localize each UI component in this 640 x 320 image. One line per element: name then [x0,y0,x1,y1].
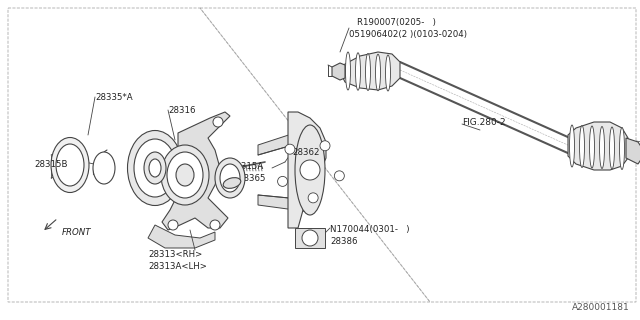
Circle shape [168,220,178,230]
Text: 28313A<LH>: 28313A<LH> [148,262,207,271]
Circle shape [308,193,318,203]
Ellipse shape [589,126,595,168]
Text: 28386: 28386 [330,237,358,246]
Ellipse shape [51,138,89,193]
Text: R190007(0205-   ): R190007(0205- ) [357,18,436,27]
Ellipse shape [385,55,390,91]
Text: 28362: 28362 [292,148,319,157]
Ellipse shape [346,52,351,90]
Polygon shape [568,122,628,170]
Polygon shape [148,225,215,248]
Text: 28335*A: 28335*A [95,93,132,102]
Ellipse shape [600,126,605,169]
Polygon shape [258,128,310,155]
Ellipse shape [620,127,625,170]
Ellipse shape [93,152,115,184]
Circle shape [213,117,223,127]
Polygon shape [288,112,326,228]
Text: 051906402(2 )(0103-0204): 051906402(2 )(0103-0204) [349,30,467,39]
Ellipse shape [355,53,360,90]
Polygon shape [340,52,400,90]
Ellipse shape [161,145,209,205]
Text: A280001181: A280001181 [572,303,630,312]
Circle shape [320,141,330,151]
Text: 28315B: 28315B [34,160,67,169]
Ellipse shape [223,178,241,188]
Polygon shape [332,63,345,80]
Ellipse shape [609,127,614,169]
Ellipse shape [220,164,240,192]
Polygon shape [626,138,640,164]
Ellipse shape [56,144,84,186]
Ellipse shape [134,139,176,197]
Ellipse shape [579,125,584,167]
Circle shape [278,176,287,186]
Ellipse shape [167,152,203,198]
Ellipse shape [127,131,182,205]
Ellipse shape [376,54,381,91]
Circle shape [285,144,295,154]
Ellipse shape [365,53,371,91]
Polygon shape [295,228,325,248]
Ellipse shape [295,125,325,215]
Circle shape [300,160,320,180]
Polygon shape [258,195,310,212]
Circle shape [334,171,344,181]
Ellipse shape [144,152,166,184]
Polygon shape [152,112,230,230]
Text: 28313<RH>: 28313<RH> [148,250,202,259]
Ellipse shape [215,158,245,198]
Circle shape [302,230,318,246]
Ellipse shape [570,125,575,167]
Text: 28316: 28316 [168,106,195,115]
Ellipse shape [176,164,194,186]
Text: N170044(0301-   ): N170044(0301- ) [330,225,410,234]
Circle shape [210,220,220,230]
Text: FIG.280-2: FIG.280-2 [462,118,506,127]
Text: 29315A: 29315A [230,162,263,171]
Text: 28365: 28365 [238,174,266,183]
Text: FRONT: FRONT [62,228,92,237]
Ellipse shape [149,159,161,177]
